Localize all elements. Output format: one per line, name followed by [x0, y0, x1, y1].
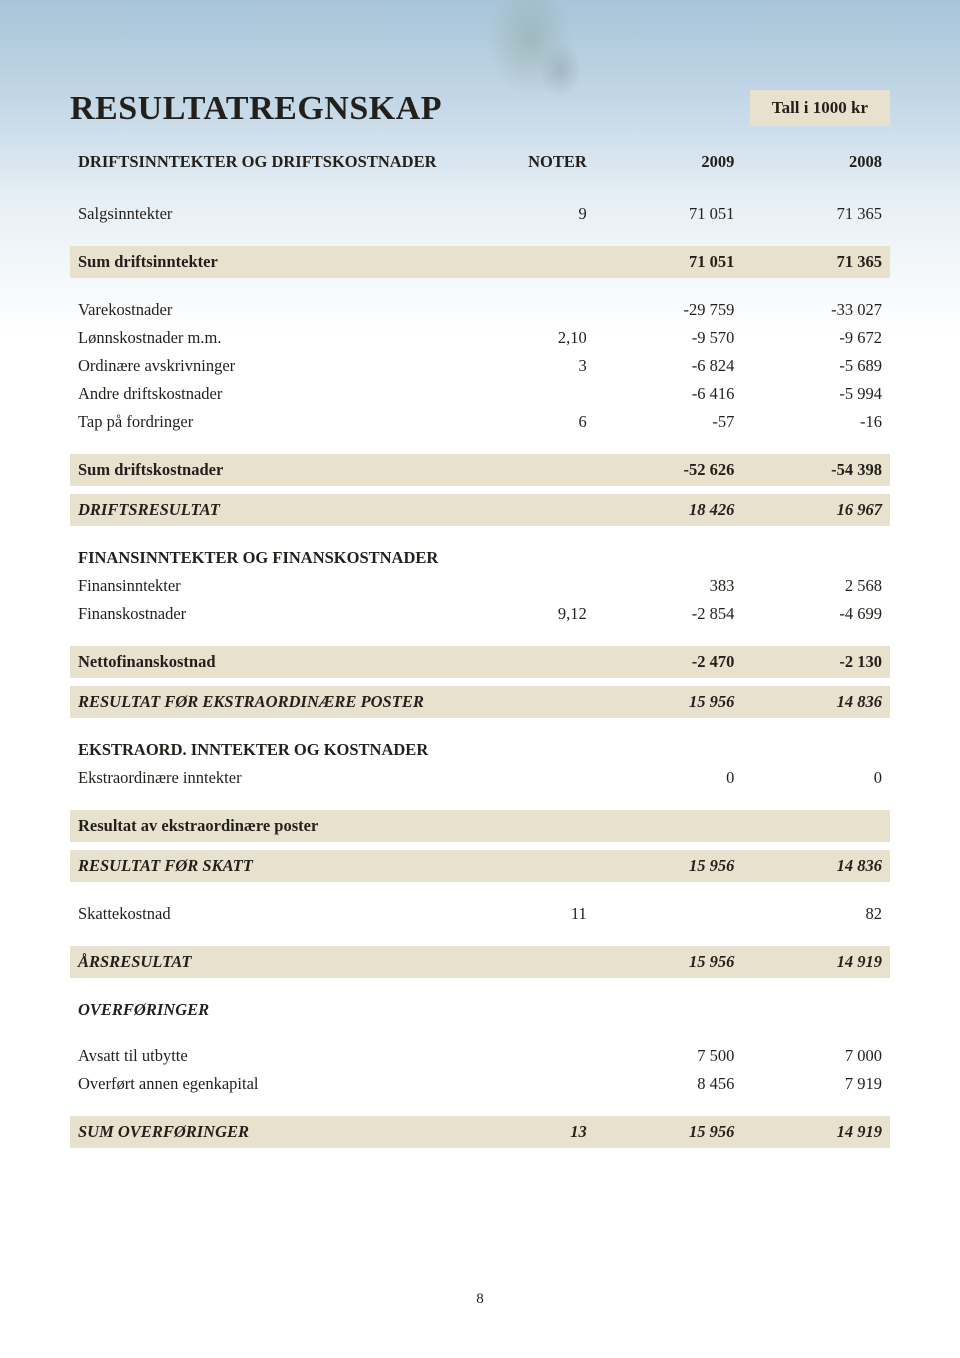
sum-row: Resultat av ekstraordinære poster — [70, 810, 890, 842]
table-row: Avsatt til utbytte 7 500 7 000 — [70, 1042, 890, 1070]
income-statement-table: DRIFTSINNTEKTER OG DRIFTSKOSTNADER NOTER… — [70, 150, 890, 1148]
result-row: RESULTAT FØR EKSTRAORDINÆRE POSTER 15 95… — [70, 686, 890, 718]
table-row: Skattekostnad 11 82 — [70, 900, 890, 928]
table-row: Tap på fordringer 6 -57 -16 — [70, 408, 890, 436]
table-row: Varekostnader -29 759 -33 027 — [70, 296, 890, 324]
col-header-2009: 2009 — [595, 150, 743, 182]
table-row: Ordinære avskrivninger 3 -6 824 -5 689 — [70, 352, 890, 380]
table-row: Lønnskostnader m.m. 2,10 -9 570 -9 672 — [70, 324, 890, 352]
table-row: Overført annen egenkapital 8 456 7 919 — [70, 1070, 890, 1098]
table-row: Salgsinntekter 9 71 051 71 365 — [70, 200, 890, 228]
sum-row: Nettofinanskostnad -2 470 -2 130 — [70, 646, 890, 678]
table-row: Ekstraordinære inntekter 0 0 — [70, 764, 890, 792]
arsresultat-row: ÅRSRESULTAT 15 956 14 919 — [70, 946, 890, 978]
page-number: 8 — [0, 1291, 960, 1308]
unit-label: Tall i 1000 kr — [750, 90, 890, 126]
section-header-row: OVERFØRINGER — [70, 996, 890, 1024]
table-row: Finanskostnader 9,12 -2 854 -4 699 — [70, 600, 890, 628]
section-header: DRIFTSINNTEKTER OG DRIFTSKOSTNADER — [70, 150, 480, 182]
sum-overforinger-row: SUM OVERFØRINGER 13 15 956 14 919 — [70, 1116, 890, 1148]
section-header-row: FINANSINNTEKTER OG FINANSKOSTNADER — [70, 544, 890, 572]
table-header-row: DRIFTSINNTEKTER OG DRIFTSKOSTNADER NOTER… — [70, 150, 890, 182]
col-header-noter: NOTER — [480, 150, 595, 182]
result-row: RESULTAT FØR SKATT 15 956 14 836 — [70, 850, 890, 882]
table-row: Finansinntekter 383 2 568 — [70, 572, 890, 600]
sum-row: Sum driftskostnader -52 626 -54 398 — [70, 454, 890, 486]
sum-row: Sum driftsinntekter 71 051 71 365 — [70, 246, 890, 278]
driftsresultat-row: DRIFTSRESULTAT 18 426 16 967 — [70, 494, 890, 526]
table-row: Andre driftskostnader -6 416 -5 994 — [70, 380, 890, 408]
section-header-row: EKSTRAORD. INNTEKTER OG KOSTNADER — [70, 736, 890, 764]
col-header-2008: 2008 — [742, 150, 890, 182]
